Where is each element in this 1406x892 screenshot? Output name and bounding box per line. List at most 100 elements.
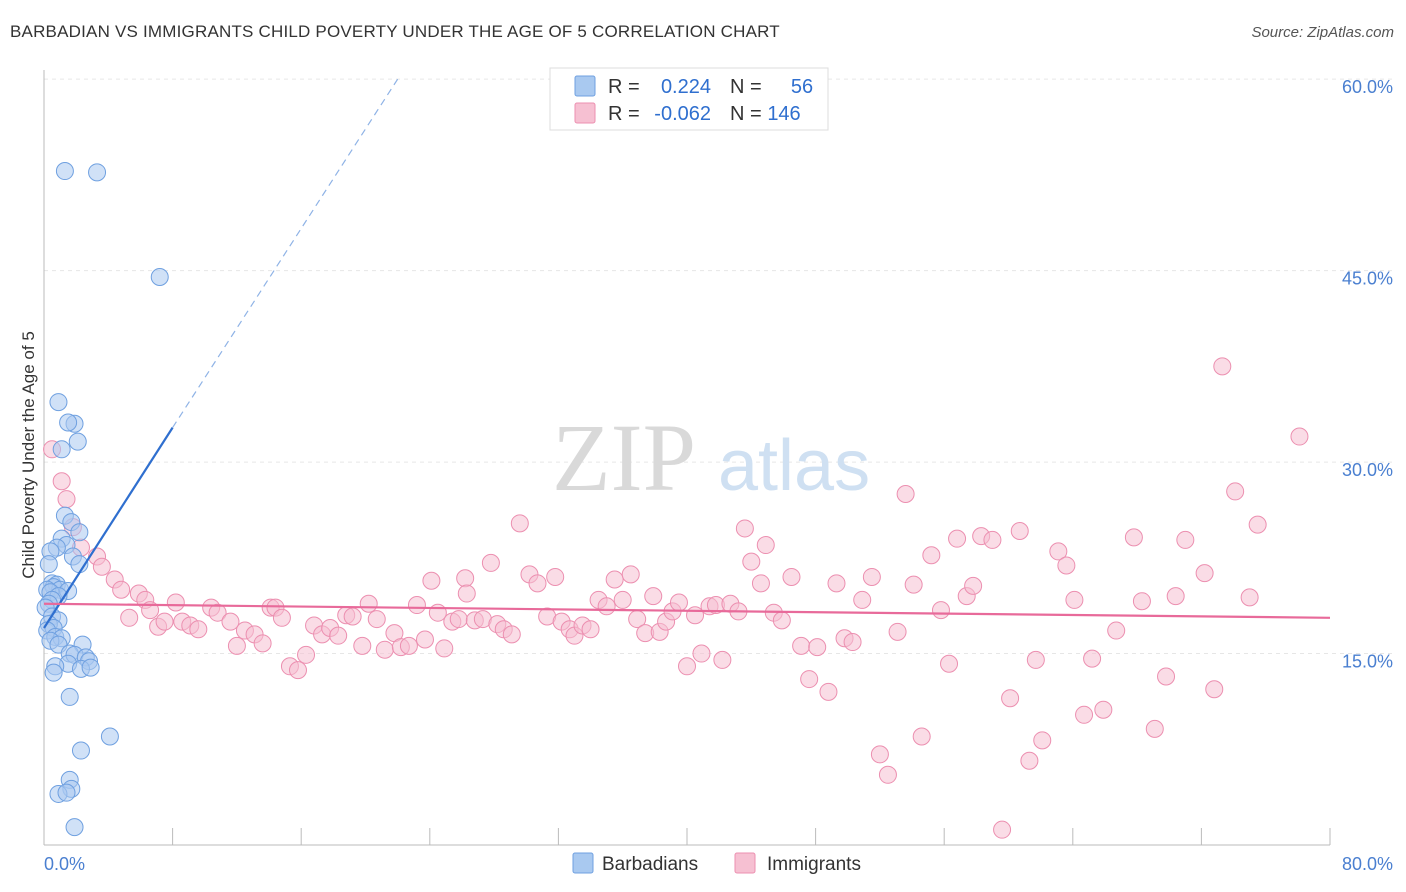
immigrants-point xyxy=(800,670,819,689)
immigrants-point xyxy=(1001,689,1020,708)
immigrants-point xyxy=(456,569,475,588)
immigrants-point xyxy=(581,620,600,639)
barbadians-point xyxy=(57,783,76,802)
immigrants-point xyxy=(1010,522,1029,540)
immigrants-point xyxy=(1057,556,1076,575)
immigrants-point xyxy=(415,630,434,649)
immigrants-point xyxy=(1124,528,1143,547)
series-legend: Barbadians Immigrants xyxy=(572,852,861,875)
immigrants-point xyxy=(983,530,1002,549)
gridlines xyxy=(44,78,1393,655)
immigrants-point xyxy=(1290,427,1309,446)
legend-swatch-immigrants xyxy=(574,102,596,124)
immigrants-point xyxy=(428,603,447,622)
trend-lines xyxy=(43,78,1331,629)
immigrants-point xyxy=(189,620,208,639)
immigrants-point xyxy=(1205,680,1224,699)
immigrants-point xyxy=(1026,650,1045,669)
barbadians-point xyxy=(71,741,90,760)
immigrants-point xyxy=(862,567,881,586)
immigrants-point xyxy=(843,633,862,652)
immigrants-point xyxy=(329,626,348,645)
immigrants-point xyxy=(1075,705,1094,724)
immigrants-point xyxy=(742,552,761,571)
immigrants-point xyxy=(457,584,476,603)
legend-r-value-barbadians: 0.224 xyxy=(661,76,711,98)
immigrants-point xyxy=(435,639,454,658)
immigrants-point xyxy=(819,682,838,701)
immigrants-point xyxy=(367,610,386,629)
barbadians-point xyxy=(81,658,100,677)
watermark: ZIP atlas xyxy=(552,404,870,511)
immigrants-point xyxy=(481,553,500,572)
immigrants-point xyxy=(896,484,915,503)
immigrants-point xyxy=(751,574,770,593)
bottom-legend-swatch-immigrants xyxy=(734,852,756,874)
immigrants-point xyxy=(221,612,240,631)
immigrants-point xyxy=(92,557,111,576)
immigrants-point xyxy=(782,567,801,586)
bottom-legend-barbadians: Barbadians xyxy=(602,854,698,875)
immigrants-point xyxy=(605,570,624,589)
legend-r-label-immigrants: R = xyxy=(608,103,640,125)
correlation-legend: R = 0.224 N = 56 R = -0.062 N = 146 xyxy=(549,67,829,131)
immigrants-point xyxy=(827,574,846,593)
y-tick-label: 45.0% xyxy=(1342,269,1393,289)
legend-n-label-immigrants: N = xyxy=(730,103,762,125)
immigrants-point xyxy=(948,529,967,548)
watermark-zip: ZIP xyxy=(552,404,696,511)
immigrants-point xyxy=(57,490,76,509)
immigrants-point xyxy=(940,654,959,673)
immigrants-point xyxy=(1094,700,1113,719)
barbadians-points xyxy=(36,162,169,837)
immigrants-point xyxy=(407,596,426,615)
legend-n-label-barbadians: N = xyxy=(730,76,762,98)
watermark-atlas: atlas xyxy=(718,426,870,506)
barbadians-point xyxy=(55,162,74,181)
barbadians-point xyxy=(65,818,84,837)
immigrants-point xyxy=(353,636,372,655)
immigrants-point xyxy=(1240,588,1259,607)
bottom-legend-swatch-barbadians xyxy=(572,852,594,874)
immigrants-point xyxy=(1107,621,1126,640)
immigrants-point xyxy=(964,576,983,595)
immigrants-point xyxy=(912,727,931,746)
barbadians-point xyxy=(70,523,89,542)
immigrants-point xyxy=(808,638,827,657)
barbadians-trend-extension xyxy=(172,78,399,428)
immigrants-point xyxy=(904,575,923,594)
immigrants-point xyxy=(692,644,711,663)
legend-swatch-barbadians xyxy=(574,75,596,97)
immigrants-point xyxy=(888,622,907,641)
immigrants-point xyxy=(253,634,272,653)
immigrants-point xyxy=(528,574,547,593)
barbadians-point xyxy=(60,687,79,706)
immigrants-point xyxy=(644,587,663,606)
immigrants-point xyxy=(120,608,139,627)
immigrants-point xyxy=(621,565,640,584)
barbadians-point xyxy=(68,432,87,451)
x-axis-ticks xyxy=(172,828,1331,845)
immigrants-point xyxy=(375,640,394,659)
immigrants-point xyxy=(449,610,468,629)
barbadians-trend-line xyxy=(43,427,174,629)
y-tick-labels: 15.0% 30.0% 45.0% 60.0% xyxy=(1342,77,1393,671)
y-axis-title: Child Poverty Under the Age of 5 xyxy=(19,331,38,579)
immigrants-point xyxy=(772,611,791,630)
immigrants-point xyxy=(1145,719,1164,738)
barbadians-point xyxy=(150,267,169,286)
immigrants-point xyxy=(853,590,872,609)
immigrants-point xyxy=(1020,751,1039,770)
immigrants-point xyxy=(1083,649,1102,668)
chart-title: BARBADIAN VS IMMIGRANTS CHILD POVERTY UN… xyxy=(10,22,780,41)
legend-r-label-barbadians: R = xyxy=(608,76,640,98)
bottom-legend-immigrants: Immigrants xyxy=(767,854,861,875)
x-tick-label-max: 80.0% xyxy=(1342,854,1393,874)
immigrants-point xyxy=(399,636,418,655)
immigrants-point xyxy=(669,593,688,612)
legend-n-value-barbadians: 56 xyxy=(791,76,813,98)
immigrants-point xyxy=(155,612,174,631)
immigrants-point xyxy=(1065,590,1084,609)
immigrants-point xyxy=(297,645,316,664)
